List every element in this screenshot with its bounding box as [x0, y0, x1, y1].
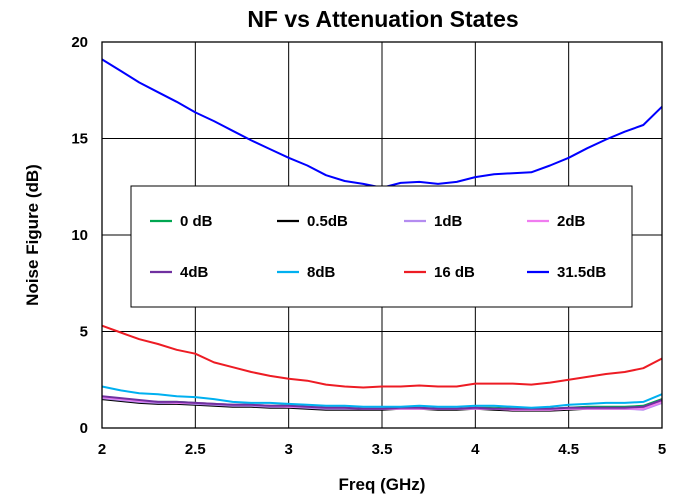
y-tick-label: 5 — [80, 324, 88, 341]
legend-label-2db: 2dB — [557, 213, 586, 230]
y-tick-label: 10 — [71, 227, 88, 244]
y-tick-label: 0 — [80, 420, 88, 437]
plot-frame — [101, 41, 663, 429]
x-axis-label: Freq (GHz) — [339, 475, 426, 494]
series-line-8db — [101, 385, 663, 409]
series-line-4db — [101, 395, 663, 410]
legend-label-0-db: 0 dB — [180, 213, 213, 230]
legend-label-16-db: 16 dB — [434, 264, 475, 281]
legend-label-8db: 8dB — [307, 264, 336, 281]
chart-title: NF vs Attenuation States — [247, 6, 518, 32]
legend: 0 dB 0.5dB 1dB 2dB 4dB 8dB 16 dB 31.5dB — [130, 185, 633, 308]
series-line-16-db — [101, 324, 663, 389]
legend-label-1db: 1dB — [434, 213, 463, 230]
x-tick-label: 2 — [98, 441, 106, 458]
y-axis-label: Noise Figure (dB) — [23, 164, 42, 306]
y-tick-label: 20 — [71, 34, 88, 51]
legend-label-4db: 4dB — [180, 264, 209, 281]
x-tick-label: 4 — [471, 441, 480, 458]
x-tick-label: 2.5 — [185, 441, 206, 458]
x-tick-label: 5 — [658, 441, 666, 458]
legend-box — [130, 185, 633, 308]
x-tick-label: 3 — [284, 441, 292, 458]
tick-labels: 2 2.5 3 3.5 4 4.5 5 0 5 10 15 20 — [71, 34, 666, 458]
legend-label-0-5db: 0.5dB — [307, 213, 348, 230]
legend-label-31-5db: 31.5dB — [557, 264, 606, 281]
series-group — [101, 58, 663, 412]
y-tick-label: 15 — [71, 131, 88, 148]
x-tick-label: 3.5 — [372, 441, 393, 458]
x-tick-label: 4.5 — [558, 441, 579, 458]
